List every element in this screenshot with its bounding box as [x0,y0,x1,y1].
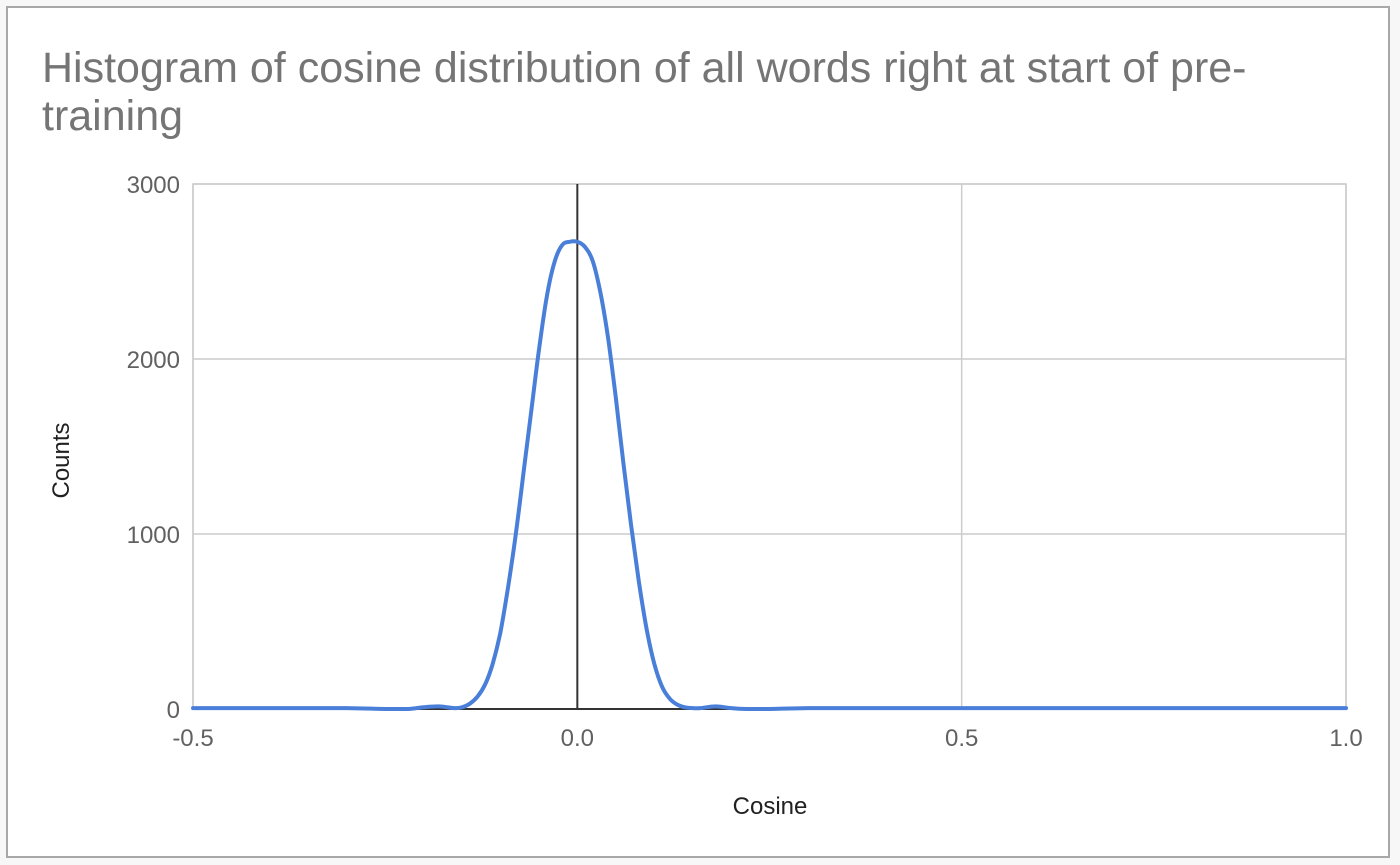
x-axis-title: Cosine [733,793,808,820]
y-tick-label: 2000 [127,347,180,374]
x-tick-label: 1.0 [1329,725,1362,752]
y-tick-label: 3000 [127,172,180,199]
x-tick-label: 0.5 [945,725,978,752]
x-tick-label: 0.0 [561,725,594,752]
grid-lines [192,183,1347,710]
x-tick-label: -0.5 [172,725,213,752]
tick-labels: 0 1000 2000 3000 -0.5 0.0 0.5 1.0 [127,172,1363,752]
y-tick-label: 1000 [127,522,180,549]
axes [193,184,1346,710]
chart-container[interactable] [6,6,1390,858]
series-layer [191,239,1348,711]
series-line [191,239,1348,711]
plot-frame [192,183,1347,710]
y-axis-title: Counts [48,422,75,498]
y-tick-label: 0 [167,697,180,724]
chart-title: Histogram of cosine distribution of all … [42,44,1247,140]
